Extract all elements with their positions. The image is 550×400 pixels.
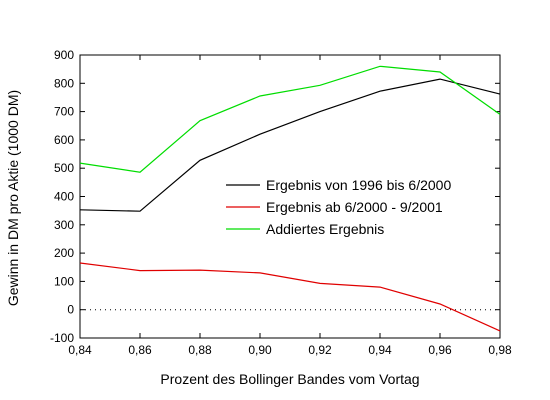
x-tick-label: 0,84	[68, 343, 92, 357]
y-tick-label: 800	[54, 76, 74, 90]
x-axis-label: Prozent des Bollinger Bandes vom Vortag	[160, 371, 419, 387]
y-tick-label: 100	[54, 274, 74, 288]
x-tick-label: 0,94	[368, 343, 392, 357]
y-tick-label: 300	[54, 218, 74, 232]
legend-label-2: Ergebnis ab 6/2000 - 9/2001	[266, 199, 443, 215]
x-tick-label: 0,92	[308, 343, 332, 357]
y-tick-label: 400	[54, 190, 74, 204]
y-tick-label: -100	[50, 331, 74, 345]
series-line-3	[79, 65, 501, 173]
legend-label-3: Addiertes Ergebnis	[266, 221, 384, 237]
series-line-2	[79, 262, 501, 332]
x-tick-label: 0,88	[188, 343, 212, 357]
legend-label-1: Ergebnis von 1996 bis 6/2000	[266, 177, 451, 193]
y-tick-label: 700	[54, 105, 74, 119]
y-tick-label: 900	[54, 48, 74, 62]
plot-area-frame	[79, 54, 501, 339]
x-tick-label: 0,96	[428, 343, 452, 357]
series-line-1	[79, 78, 501, 212]
x-tick-label: 0,90	[248, 343, 272, 357]
x-tick-label: 0,98	[488, 343, 512, 357]
y-axis-label: Gewinn in DM pro Aktie (1000 DM)	[5, 90, 21, 306]
y-tick-label: 0	[67, 303, 74, 317]
y-tick-label: 500	[54, 161, 74, 175]
y-tick-label: 600	[54, 133, 74, 147]
x-tick-label: 0,86	[128, 343, 152, 357]
y-tick-label: 200	[54, 246, 74, 260]
